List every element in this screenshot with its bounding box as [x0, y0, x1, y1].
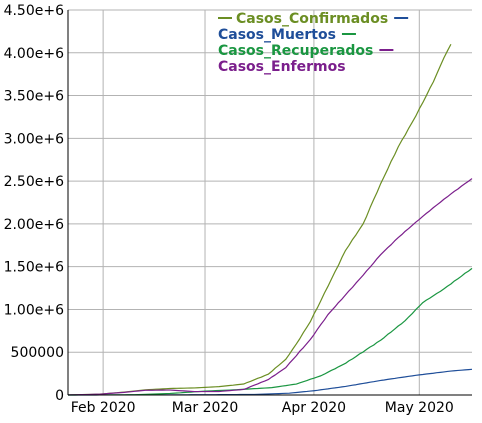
y-tick-label: 2.00e+6	[4, 217, 65, 233]
legend: Casos_ConfirmadosCasos_MuertosCasos_Recu…	[218, 11, 409, 75]
y-tick-label: 3.50e+6	[4, 89, 65, 105]
x-tick-labels: Feb 2020 Mar 2020 Apr 2020 May 2020	[71, 400, 454, 416]
legend-label: Casos_Muertos	[218, 27, 336, 43]
x-tick-label: Apr 2020	[282, 400, 346, 416]
legend-label: Casos_Confirmados	[236, 11, 388, 27]
y-tick-label: 1.00e+6	[4, 302, 65, 318]
x-tick-label: Feb 2020	[71, 400, 136, 416]
y-tick-label: 1.50e+6	[4, 260, 65, 276]
x-tick-label: May 2020	[385, 400, 454, 416]
legend-label: Casos_Enfermos	[218, 59, 346, 75]
axes	[67, 10, 472, 396]
y-tick-labels: 0 500000 1.00e+6 1.50e+6 2.00e+6 2.50e+6 3.00e…	[4, 3, 65, 404]
y-tick-label: 3.00e+6	[4, 131, 65, 147]
y-tick-label: 0	[55, 388, 64, 404]
y-tick-label: 2.50e+6	[4, 174, 65, 190]
y-tick-label: 500000	[11, 345, 64, 361]
y-tick-label: 4.50e+6	[4, 3, 65, 19]
gridlines	[68, 9, 472, 396]
x-tick-label: Mar 2020	[172, 400, 239, 416]
series-line-casos-enfermos	[67, 178, 473, 396]
legend-label: Casos_Recuperados	[218, 43, 373, 59]
y-tick-label: 4.00e+6	[4, 46, 65, 62]
